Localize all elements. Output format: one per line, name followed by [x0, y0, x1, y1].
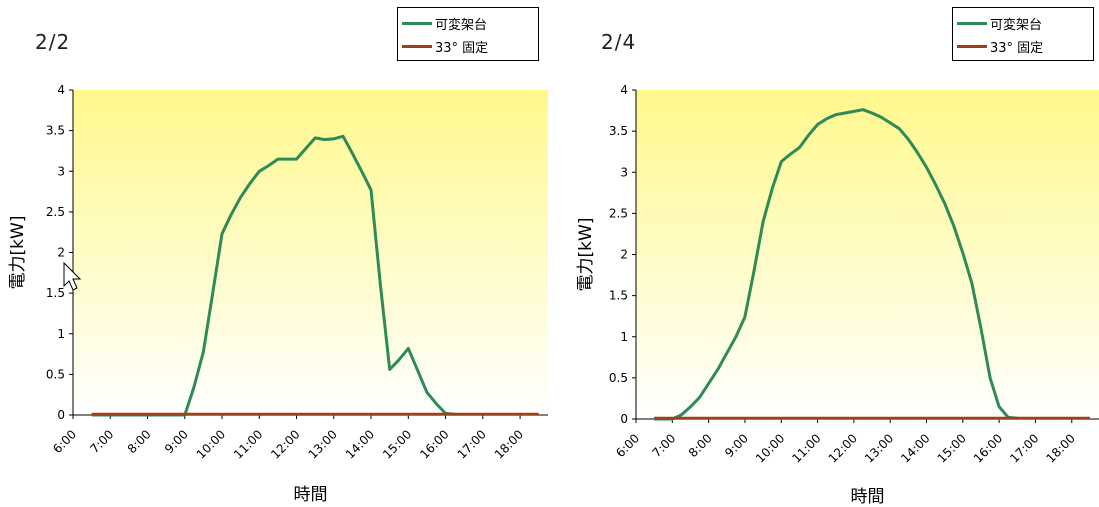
y-tick-label: 1.5: [46, 286, 65, 300]
y-tick-label: 4: [57, 83, 65, 97]
x-tick-label: 15:00: [935, 431, 969, 465]
legend-label-fixed: 33° 固定: [990, 40, 1044, 56]
x-tick-label: 18:00: [492, 427, 526, 461]
legend-item-variable: 可変架台: [402, 14, 488, 33]
y-tick-label: 3.5: [46, 124, 65, 138]
x-tick-label: 7:00: [87, 427, 116, 456]
legend-item-fixed: 33° 固定: [957, 37, 1044, 56]
y-tick-label: 1.5: [609, 289, 628, 303]
x-tick-label: 8:00: [686, 431, 715, 460]
cursor-arrow-icon: [63, 261, 82, 291]
series-line-variable: [654, 108, 1018, 421]
x-tick-label: 16:00: [417, 427, 451, 461]
legend-item-variable: 可変架台: [957, 14, 1043, 33]
y-tick-label: 0.5: [46, 367, 65, 381]
x-tick-label: 12:00: [268, 427, 302, 461]
chart-panel-left: 2/2 可変架台 33° 固定 0 0.5 1 1.5 2 2.5 3 3.5 4 6:00 7:0…: [0, 0, 548, 507]
x-tick-label: 17:00: [1007, 431, 1041, 465]
y-tick-label: 1: [57, 327, 65, 341]
plot-area: [636, 90, 1099, 419]
x-tick-label: 16:00: [971, 431, 1005, 465]
x-tick-label: 10:00: [753, 431, 787, 465]
x-tick-label: 9:00: [162, 427, 191, 456]
x-tick-label: 18:00: [1044, 431, 1078, 465]
chart-title: 2/2: [35, 30, 71, 54]
plot-area: [73, 90, 548, 415]
y-tick-label: 4: [620, 83, 628, 97]
y-axis-label: 電力[kW]: [8, 216, 28, 290]
chart-title: 2/4: [601, 30, 637, 54]
x-tick-label: 11:00: [789, 431, 823, 465]
x-tick-label: 15:00: [380, 427, 414, 461]
x-axis-label: 時間: [294, 485, 328, 505]
legend-swatch-variable: [402, 21, 432, 25]
y-tick-label: 2.5: [609, 206, 628, 220]
y-tick-label: 3.5: [609, 124, 628, 138]
y-tick-label: 3: [57, 164, 65, 178]
x-tick-label: 9:00: [722, 431, 751, 460]
legend-label-variable: 可変架台: [990, 17, 1043, 33]
legend-swatch-fixed: [402, 44, 432, 48]
x-tick-label: 6:00: [50, 427, 79, 456]
legend: 可変架台 33° 固定: [952, 7, 1094, 61]
chart-svg: 0 0.5 1 1.5 2 2.5 3 3.5 4 6:00 7:00 8:00 9:00 10:00 11…: [576, 83, 1099, 507]
x-tick-label: 12:00: [826, 431, 860, 465]
x-axis-label: 時間: [851, 487, 885, 507]
y-tick-label: 3: [620, 165, 628, 179]
legend-item-fixed: 33° 固定: [402, 37, 489, 56]
x-tick-label: 14:00: [343, 427, 377, 461]
x-tick-label: 17:00: [455, 427, 489, 461]
x-tick-label: 6:00: [613, 431, 642, 460]
x-tick-label: 11:00: [231, 427, 265, 461]
x-tick-label: 13:00: [306, 427, 340, 461]
legend-swatch-variable: [957, 21, 987, 25]
y-tick-label: 2.5: [46, 205, 65, 219]
x-tick-label: 10:00: [194, 427, 228, 461]
y-tick-label: 1: [620, 330, 628, 344]
legend-swatch-fixed: [957, 44, 987, 48]
chart-panel-right: 2/4 可変架台 33° 固定 0 0.5 1 1.5 2 2.5 3 3.5 4 6:00 7:0…: [566, 0, 1099, 507]
chart-svg: 0 0.5 1 1.5 2 2.5 3 3.5 4 6:00 7:00 8:00 9:00 10:00 11…: [8, 83, 548, 505]
legend-label-variable: 可変架台: [435, 17, 488, 33]
y-axis-label: 電力[kW]: [576, 218, 596, 292]
y-tick-label: 2: [57, 246, 65, 260]
legend: 可変架台 33° 固定: [397, 7, 539, 61]
x-tick-label: 7:00: [649, 431, 678, 460]
y-tick-label: 0: [57, 408, 65, 422]
y-tick-label: 0.5: [609, 371, 628, 385]
y-tick-label: 2: [620, 248, 628, 262]
x-tick-label: 13:00: [862, 431, 896, 465]
y-tick-label: 0: [620, 412, 628, 426]
series-line-variable: [91, 134, 456, 417]
legend-label-fixed: 33° 固定: [435, 40, 489, 56]
x-tick-label: 8:00: [125, 427, 154, 456]
x-tick-label: 14:00: [898, 431, 932, 465]
